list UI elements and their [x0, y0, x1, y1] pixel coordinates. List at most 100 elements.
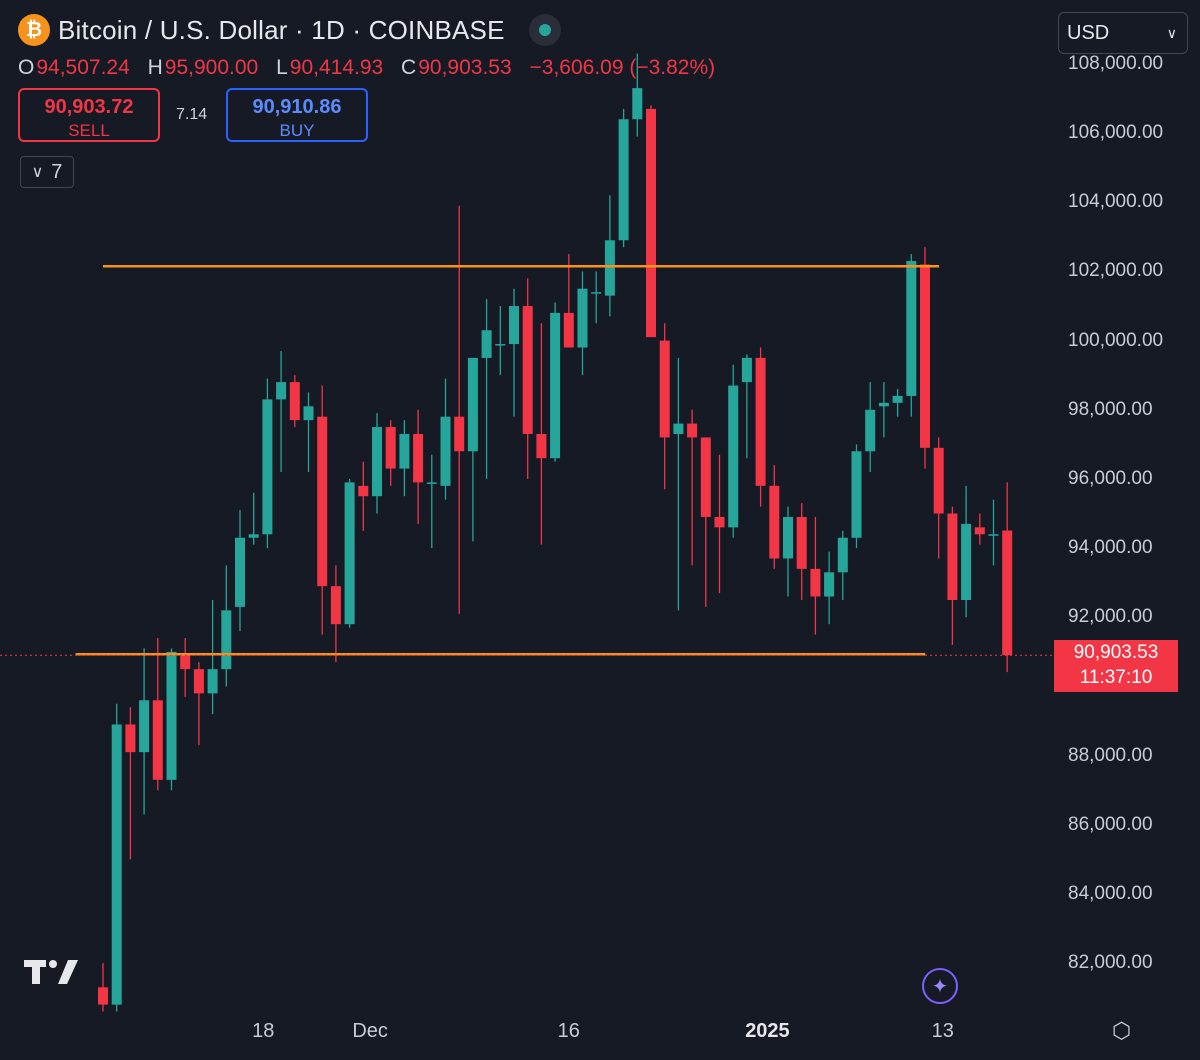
- sell-label: SELL: [68, 121, 110, 140]
- bitcoin-icon: ₿: [18, 14, 50, 46]
- candle-body: [235, 537, 245, 607]
- candle: [276, 350, 287, 473]
- candle-body: [988, 534, 999, 536]
- candle: [988, 499, 999, 566]
- buy-button[interactable]: 90,910.86 BUY: [226, 88, 368, 142]
- settings-icon[interactable]: ⬡: [1112, 1018, 1132, 1043]
- candle-body: [509, 306, 519, 345]
- candle: [796, 503, 807, 600]
- candle: [604, 195, 615, 317]
- market-status-icon[interactable]: [528, 14, 561, 46]
- status-dot: [538, 24, 551, 36]
- candle: [495, 306, 506, 376]
- candle-layer: [98, 53, 1013, 1012]
- candle: [330, 565, 341, 663]
- candle: [906, 254, 917, 417]
- high-value: 95,900.00: [164, 56, 259, 79]
- price-tick-label: 100,000.00: [1068, 329, 1164, 351]
- candle-body: [289, 382, 300, 421]
- price-tick-label: 84,000.00: [1068, 882, 1153, 904]
- candle: [728, 364, 739, 538]
- level-layer: [75, 264, 939, 656]
- candle: [248, 492, 259, 545]
- sell-button[interactable]: 90,903.72 SELL: [18, 88, 160, 142]
- candle-body: [673, 423, 684, 434]
- candle: [591, 271, 602, 324]
- price-tick-label: 86,000.00: [1068, 813, 1153, 835]
- candle: [317, 385, 328, 635]
- sparkle-icon[interactable]: ✦: [922, 968, 958, 1004]
- currency-select[interactable]: USD ∨: [1058, 12, 1188, 54]
- candle-body: [837, 537, 848, 573]
- candle: [741, 354, 752, 459]
- candle-body: [550, 312, 561, 459]
- candle-body: [344, 482, 355, 625]
- candle: [810, 516, 821, 635]
- time-tick-label: 2025: [745, 1020, 790, 1042]
- change-value: −3,606.09 (−3.82%): [529, 56, 716, 79]
- candle-body: [577, 288, 588, 348]
- candle: [920, 247, 930, 469]
- candle-body: [440, 416, 451, 486]
- candle: [961, 485, 972, 618]
- time-tick-label: 16: [557, 1020, 580, 1042]
- candle-body: [796, 516, 807, 569]
- candle-body: [632, 88, 643, 120]
- candle: [878, 382, 889, 438]
- close-value: 90,903.53: [418, 56, 512, 79]
- currency-value: USD: [1067, 21, 1110, 44]
- candle: [180, 638, 191, 697]
- candle: [865, 382, 876, 473]
- candle: [221, 565, 232, 687]
- candle-body: [728, 385, 739, 528]
- candle: [98, 963, 108, 1012]
- candle: [618, 108, 629, 248]
- candle: [289, 375, 300, 428]
- candle-body: [426, 482, 437, 484]
- low-value: 90,414.93: [289, 56, 384, 79]
- candle: [262, 378, 273, 549]
- candle-body: [646, 108, 656, 338]
- indicators-count: 7: [51, 160, 63, 183]
- price-tick-label: 82,000.00: [1068, 952, 1153, 974]
- candle-body: [152, 700, 163, 780]
- candle: [440, 378, 451, 500]
- price-tick-label: 98,000.00: [1068, 398, 1153, 420]
- candle: [851, 444, 862, 549]
- candle: [125, 707, 136, 860]
- price-tick-label: 94,000.00: [1068, 537, 1153, 559]
- candle-body: [166, 651, 177, 780]
- candle: [372, 413, 382, 514]
- candle-body: [180, 655, 191, 670]
- indicators-toggle-button[interactable]: ∨ 7: [20, 156, 74, 188]
- candle-body: [659, 340, 670, 438]
- candle: [700, 437, 711, 607]
- price-tick-label: 104,000.00: [1068, 191, 1164, 213]
- candle-body: [755, 357, 766, 486]
- candle-body: [947, 513, 958, 600]
- time-tick-label: Dec: [352, 1020, 388, 1042]
- tradingview-logo-icon[interactable]: [24, 954, 78, 986]
- candle-body: [591, 292, 602, 294]
- chevron-down-icon: ∨: [31, 164, 44, 181]
- candle-body: [906, 261, 917, 396]
- candle-body: [385, 427, 396, 469]
- candle: [1002, 482, 1013, 673]
- sell-price: 90,903.72: [44, 96, 134, 118]
- candle: [207, 599, 218, 715]
- candle: [399, 420, 410, 497]
- candle: [550, 302, 561, 462]
- candle-body: [139, 700, 150, 753]
- chevron-down-icon: ∨: [1166, 24, 1177, 41]
- candle-body: [714, 516, 725, 528]
- candle-body: [933, 447, 944, 514]
- candle-body: [262, 399, 273, 535]
- candle: [385, 420, 396, 486]
- candle: [536, 323, 547, 545]
- candle: [522, 278, 533, 479]
- candle-body: [783, 516, 793, 559]
- candle-body: [125, 724, 136, 753]
- symbol-title[interactable]: Bitcoin / U.S. Dollar · 1D · COINBASE: [58, 14, 505, 45]
- symbol-header[interactable]: ₿ Bitcoin / U.S. Dollar · 1D · COINBASE: [18, 14, 561, 46]
